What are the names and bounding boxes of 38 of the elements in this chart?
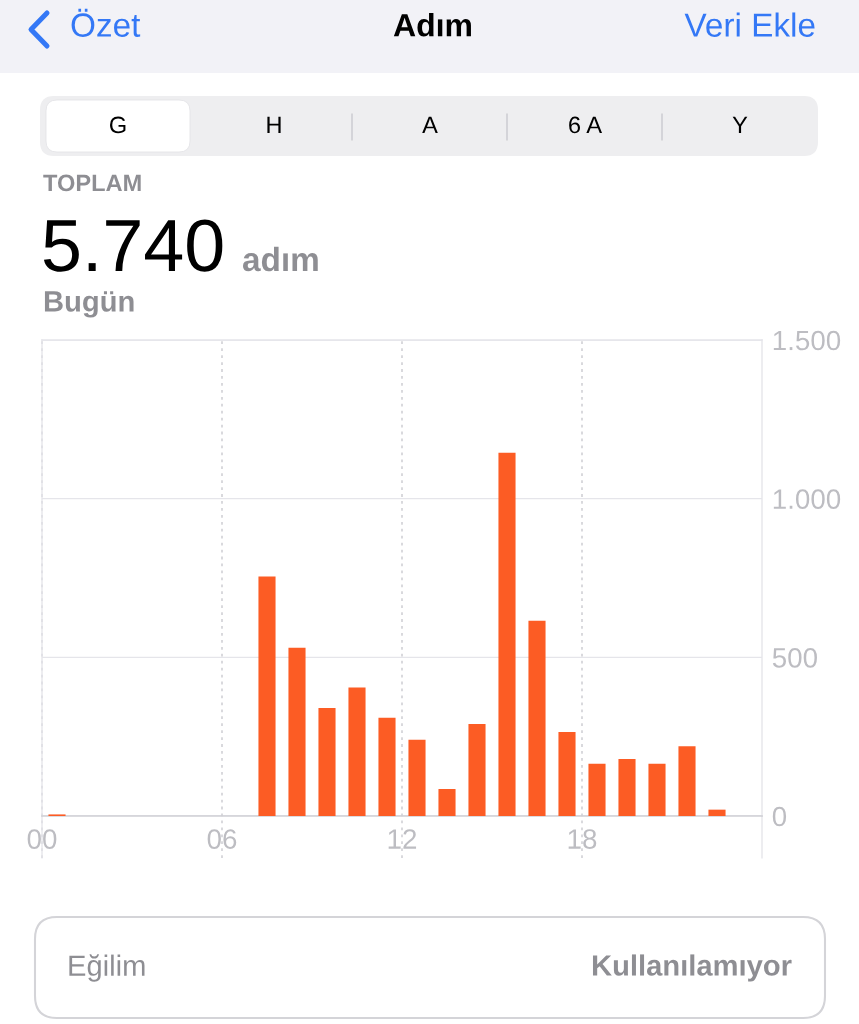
y-tick-label: 0 bbox=[772, 806, 787, 827]
bar bbox=[348, 687, 366, 816]
bar bbox=[318, 708, 336, 816]
text: Özet bbox=[71, 8, 141, 37]
chart-title: Adım bbox=[393, 13, 471, 37]
bar bbox=[648, 763, 666, 816]
text: Bugün bbox=[44, 291, 134, 318]
text: adım bbox=[242, 246, 318, 272]
y-tick-label: 1.500 bbox=[773, 330, 841, 351]
text: H bbox=[267, 116, 281, 134]
bar bbox=[678, 746, 696, 816]
bar bbox=[618, 758, 636, 816]
bar bbox=[408, 739, 426, 816]
text: A bbox=[422, 116, 438, 134]
text: 5.740 bbox=[43, 219, 223, 272]
text: Kullanılamıyor bbox=[592, 954, 792, 982]
bar bbox=[438, 789, 456, 816]
bar bbox=[558, 731, 576, 816]
x-tick-label: 12 bbox=[388, 829, 417, 849]
x-tick-label: 06 bbox=[207, 829, 237, 849]
bar bbox=[288, 647, 306, 816]
bar bbox=[378, 717, 396, 816]
bar bbox=[708, 809, 726, 816]
bar bbox=[258, 576, 276, 816]
y-tick-label: 500 bbox=[772, 648, 817, 668]
bar bbox=[468, 723, 486, 816]
text: G bbox=[110, 116, 126, 134]
text: TOPLAM bbox=[43, 174, 141, 192]
x-tick-label: 18 bbox=[568, 829, 597, 849]
bar bbox=[498, 452, 516, 816]
text: Y bbox=[732, 116, 748, 134]
y-tick-label: 1.000 bbox=[773, 489, 841, 510]
bar bbox=[528, 620, 546, 816]
x-tick-label: 00 bbox=[27, 829, 57, 849]
text: 6 A bbox=[569, 116, 603, 134]
bar bbox=[588, 763, 606, 816]
text: Veri Ekle bbox=[684, 12, 815, 37]
text: Eğilim bbox=[69, 954, 145, 982]
